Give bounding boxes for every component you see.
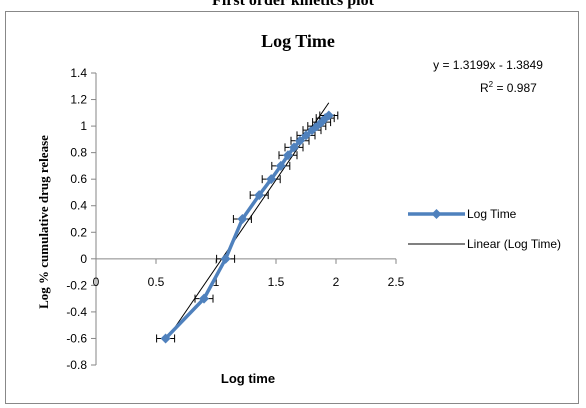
- y-tick-label: 0.2: [70, 225, 87, 239]
- x-axis-label: Log time: [221, 371, 275, 386]
- tick-labels: -0.8 -0.6 -0.4 -0.2 0 0.2 0.4 0.6 0.8 1 1.2 1.4 0 0.5…: [66, 66, 404, 372]
- data-point: [160, 333, 171, 344]
- trendline-equation: y = 1.3199x - 1.3849: [433, 58, 543, 72]
- data-point: [289, 142, 299, 153]
- y-axis-label: Log % cumulative drug release: [36, 135, 51, 309]
- y-tick-label: -0.8: [66, 358, 87, 372]
- data-point: [254, 190, 265, 201]
- legend-series-label: Log Time: [467, 207, 517, 221]
- y-tick-label: 1.2: [70, 93, 87, 107]
- data-point: [323, 110, 334, 121]
- data-point: [275, 160, 286, 171]
- data-point: [199, 293, 209, 304]
- y-tick-label: -0.2: [66, 278, 87, 292]
- y-tick-label: 0.6: [70, 172, 87, 186]
- r-squared-value: = 0.987: [493, 81, 537, 95]
- chart-area: [5, 11, 579, 404]
- r-squared-exponent: 2: [489, 80, 494, 89]
- chart-title: Log Time: [261, 31, 335, 51]
- x-tick-label: 1.5: [268, 275, 285, 289]
- r-squared-label: R: [480, 81, 489, 95]
- data-point: [283, 150, 293, 161]
- data-series: [156, 110, 339, 344]
- data-point: [266, 174, 277, 185]
- legend-trendline-label: Linear (Log Time): [467, 237, 561, 251]
- x-tick-label: 2: [333, 275, 340, 289]
- page-title: First order kinetics plot: [212, 0, 374, 9]
- r-squared-annotation: R2 = 0.987: [480, 80, 537, 95]
- y-tick-label: -0.4: [66, 305, 87, 319]
- legend: Log Time Linear (Log Time): [408, 207, 561, 251]
- plot-axes: [91, 72, 397, 366]
- y-tick-label: -0.6: [66, 331, 87, 345]
- x-tick-label: 0.5: [148, 275, 165, 289]
- x-tick-label: 1: [213, 275, 220, 289]
- x-tick-label: 2.5: [388, 275, 405, 289]
- y-tick-label: 0: [80, 252, 87, 266]
- data-point: [220, 253, 231, 264]
- x-tick-label: 0: [93, 275, 100, 289]
- y-tick-label: 1.4: [70, 66, 87, 80]
- y-tick-label: 1: [80, 119, 87, 133]
- y-tick-label: 0.8: [70, 146, 87, 160]
- y-tick-label: 0.4: [70, 199, 87, 213]
- data-point: [237, 214, 248, 224]
- legend-series-marker: [431, 209, 442, 219]
